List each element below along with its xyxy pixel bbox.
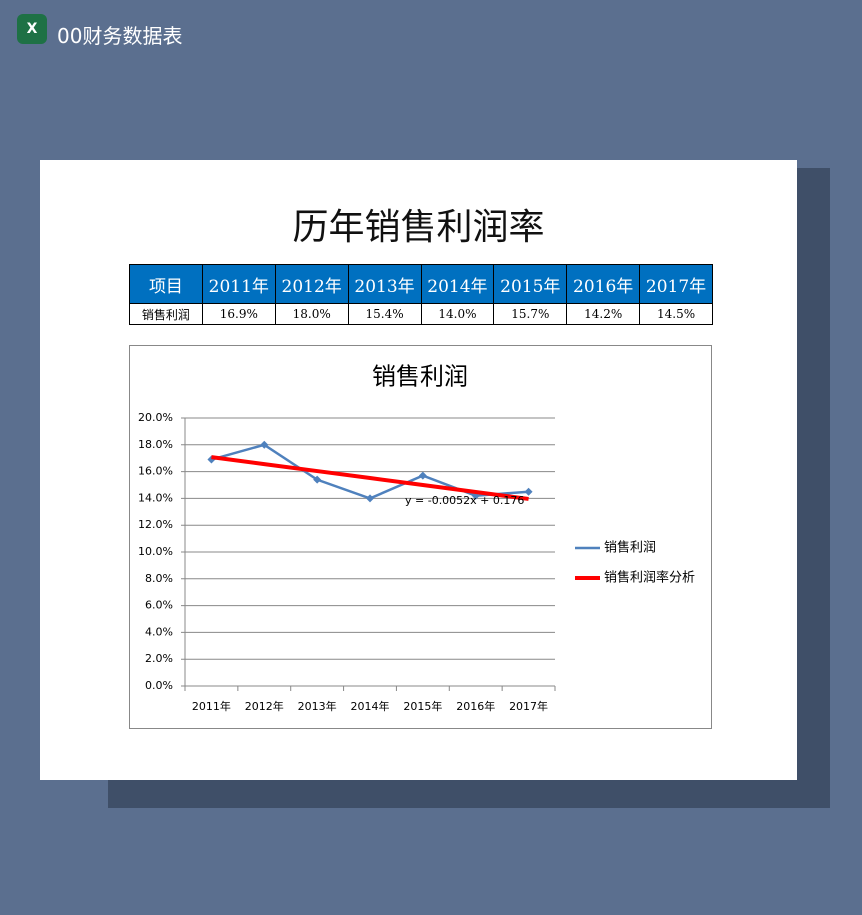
table-cell: 18.0% <box>274 303 349 325</box>
x-tick-label: 2013年 <box>298 699 337 713</box>
x-tick-label: 2016年 <box>456 699 495 713</box>
marker <box>313 475 322 484</box>
y-tick-label: 12.0% <box>138 518 173 531</box>
table-cell: 14.5% <box>639 303 713 325</box>
table-header-cell: 项目 <box>129 264 203 304</box>
x-tick-label: 2011年 <box>192 699 231 713</box>
y-tick-label: 10.0% <box>138 545 173 558</box>
table-header-cell: 2011年 <box>201 264 276 304</box>
y-tick-label: 0.0% <box>145 679 173 692</box>
table-header-cell: 2014年 <box>420 264 495 304</box>
table-cell: 14.0% <box>420 303 495 325</box>
table-header-cell: 2013年 <box>347 264 422 304</box>
trend-line <box>211 455 529 501</box>
document-title: 历年销售利润率 <box>292 207 545 248</box>
table-header-cell: 2012年 <box>274 264 349 304</box>
marker <box>418 471 427 480</box>
y-tick-label: 4.0% <box>145 625 173 638</box>
y-tick-label: 20.0% <box>138 411 173 424</box>
marker <box>524 487 533 496</box>
table-header-cell: 2017年 <box>639 264 713 304</box>
x-tick-label: 2015年 <box>403 699 442 713</box>
y-tick-label: 14.0% <box>138 491 173 504</box>
chart-frame <box>129 345 712 729</box>
annotation: y = -0.0052x + 0.176 <box>405 494 524 507</box>
table-cell: 15.7% <box>493 303 568 325</box>
legend-label: 销售利润 <box>604 540 656 556</box>
chart-title: 销售利润 <box>372 363 468 391</box>
table-cell: 16.9% <box>201 303 276 325</box>
table-cell: 15.4% <box>347 303 422 325</box>
excel-icon: X <box>17 14 47 44</box>
table-cell: 销售利润 <box>129 303 203 325</box>
y-tick-label: 18.0% <box>138 438 173 451</box>
y-tick-label: 16.0% <box>138 465 173 478</box>
data-table: 项目 2011年 2012年 2013年 2014年 2015年 2016年 2017年 销售利… <box>129 264 713 325</box>
marker <box>260 440 269 449</box>
table-cell: 14.2% <box>566 303 641 325</box>
marker <box>366 494 374 503</box>
table-header-cell: 2016年 <box>566 264 641 304</box>
y-tick-label: 6.0% <box>145 599 173 612</box>
table-header-cell: 2015年 <box>493 264 568 304</box>
legend-label: 销售利润率分析 <box>604 570 695 586</box>
x-tick-label: 2012年 <box>245 699 284 713</box>
header-title: 00财务数据表 <box>57 24 183 48</box>
y-tick-label: 2.0% <box>145 652 173 665</box>
x-tick-label: 2017年 <box>509 699 548 713</box>
x-tick-label: 2014年 <box>351 699 390 713</box>
y-tick-label: 8.0% <box>145 572 173 585</box>
table-row: 销售利润 16.9% 18.0% 15.4% 14.0% 15.7% 14.2% 14.5% <box>129 303 713 325</box>
